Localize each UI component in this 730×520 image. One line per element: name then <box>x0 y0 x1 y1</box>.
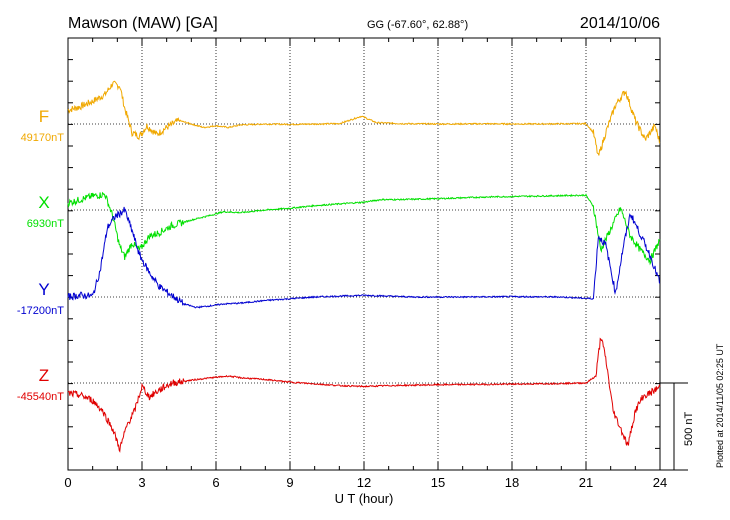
x-tick-label: 3 <box>138 475 145 490</box>
series-labels: F 49170nT X 6930nT Y -17200nT Z -45540nT <box>17 107 64 403</box>
plotted-at-note: Plotted at 2014/11/05 02:25 UT <box>715 343 725 468</box>
x-tick-label: 0 <box>64 475 71 490</box>
scale-bar: 500 nT <box>660 382 695 471</box>
grid-lines <box>68 38 660 470</box>
x-tick-label: 24 <box>653 475 667 490</box>
x-axis-title: U T (hour) <box>335 491 394 506</box>
series-line-z <box>67 337 661 453</box>
coordinates-label: GG (-67.60°, 62.88°) <box>367 19 468 31</box>
scale-bar-label: 500 nT <box>683 411 695 446</box>
date-label: 2014/10/06 <box>580 15 660 32</box>
series-baseline-label-y: -17200nT <box>17 305 64 317</box>
x-tick-label: 21 <box>579 475 593 490</box>
series-baseline-label-x: 6930nT <box>27 218 65 230</box>
station-title: Mawson (MAW) [GA] <box>68 15 218 32</box>
series-line-f <box>67 80 661 156</box>
series-line-y <box>67 206 661 309</box>
x-tick-labels: 0 3 6 9 12 15 18 21 24 <box>64 475 667 490</box>
axis-ticks <box>67 37 661 470</box>
series-line-x <box>67 191 661 266</box>
x-tick-label: 15 <box>431 475 445 490</box>
series-name-f: F <box>39 107 49 126</box>
series-name-z: Z <box>39 366 49 385</box>
series-baseline-label-f: 49170nT <box>21 132 65 144</box>
series-name-x: X <box>38 193 49 212</box>
x-tick-label: 12 <box>357 475 371 490</box>
x-tick-label: 9 <box>286 475 293 490</box>
series-lines <box>67 80 661 453</box>
x-tick-label: 18 <box>505 475 519 490</box>
x-tick-label: 6 <box>212 475 219 490</box>
series-name-y: Y <box>38 280 49 299</box>
series-baseline-label-z: -45540nT <box>17 391 64 403</box>
